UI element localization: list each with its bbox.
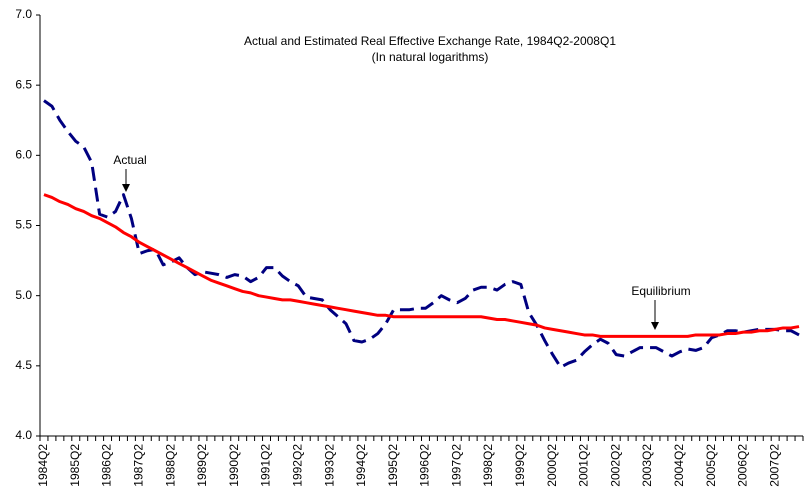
x-tick-label: 1987Q2 [132,444,146,487]
y-tick-label: 7.0 [15,7,32,21]
x-tick-label: 1985Q2 [68,444,82,487]
y-tick-label: 4.0 [15,428,32,442]
x-tick-label: 2005Q2 [704,444,718,487]
x-tick-label: 1988Q2 [163,444,177,487]
y-tick-label: 5.5 [15,218,32,232]
x-tick-label: 1997Q2 [449,444,463,487]
x-tick-label: 2004Q2 [672,444,686,487]
y-tick-label: 5.0 [15,288,32,302]
x-tick-label: 2001Q2 [577,444,591,487]
series-line [43,99,800,369]
y-tick-label: 6.5 [15,77,32,91]
x-tick-label: 2007Q2 [767,444,781,487]
x-tick-label: 2000Q2 [545,444,559,487]
series-line [43,193,800,338]
x-tick-label: 1984Q2 [36,444,50,487]
y-tick-label: 4.5 [15,358,32,372]
x-tick-label: 2002Q2 [608,444,622,487]
x-tick-label: 1989Q2 [195,444,209,487]
x-tick-label: 1994Q2 [354,444,368,487]
x-tick-label: 1996Q2 [418,444,432,487]
x-tick-label: 2003Q2 [640,444,654,487]
x-tick-label: 1991Q2 [259,444,273,487]
annotation-arrowhead [651,322,659,330]
x-tick-label: 1992Q2 [290,444,304,487]
x-tick-label: 1990Q2 [227,444,241,487]
y-tick-label: 6.0 [15,148,32,162]
x-tick-label: 1986Q2 [100,444,114,487]
x-tick-label: 2006Q2 [736,444,750,487]
x-tick-label: 1995Q2 [386,444,400,487]
x-tick-label: 1999Q2 [513,444,527,487]
x-tick-label: 1993Q2 [322,444,336,487]
annotation-arrowhead [122,184,130,192]
x-tick-label: 1998Q2 [481,444,495,487]
annotation: Actual [113,153,146,167]
chart-subtitle: (In natural logarithms) [372,50,489,64]
chart-title: Actual and Estimated Real Effective Exch… [244,34,616,48]
annotation: Equilibrium [631,284,690,298]
